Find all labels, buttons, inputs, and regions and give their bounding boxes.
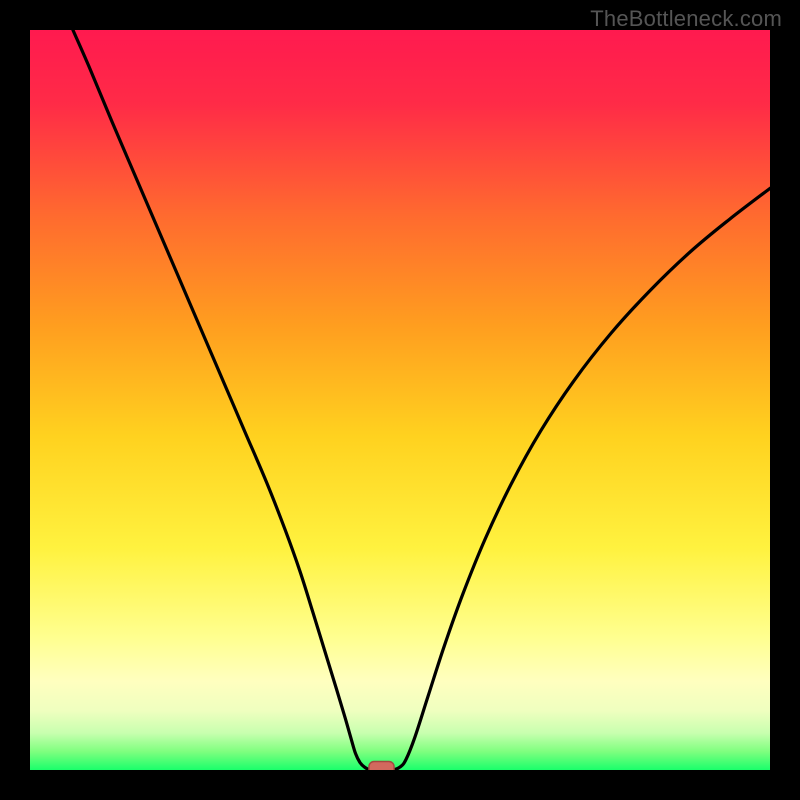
chart-frame: TheBottleneck.com: [0, 0, 800, 800]
plot-background: [30, 30, 770, 770]
bottleneck-plot: [30, 30, 770, 770]
plot-svg: [30, 30, 770, 770]
watermark-text: TheBottleneck.com: [590, 6, 782, 32]
minimum-marker: [369, 761, 394, 770]
